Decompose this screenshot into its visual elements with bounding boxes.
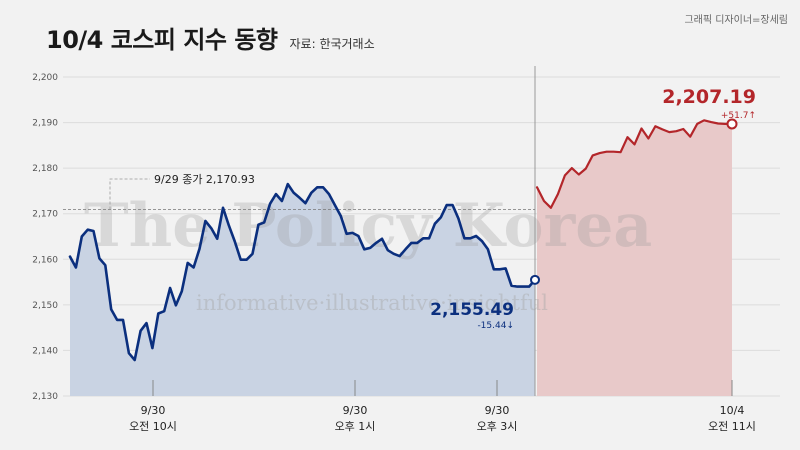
y-tick-label: 2,160 bbox=[32, 255, 58, 265]
title-area: 10/4 코스피 지수 동향 자료: 한국거래소 bbox=[46, 20, 375, 55]
oct4-end-value: 2,207.19 bbox=[662, 86, 756, 108]
x-tick-time: 오후 1시 bbox=[335, 420, 376, 433]
reference-label: 9/29 종가 2,170.93 bbox=[154, 173, 255, 186]
oct4-area-fill bbox=[537, 120, 732, 397]
reference-leader bbox=[109, 178, 150, 210]
y-tick-label: 2,180 bbox=[32, 164, 58, 174]
x-tick-date: 9/30 bbox=[485, 404, 510, 417]
oct4-series-line bbox=[535, 119, 734, 209]
y-tick-label: 2,150 bbox=[32, 301, 58, 311]
x-tick-date: 10/4 bbox=[720, 404, 745, 417]
x-axis-ticks: 9/30 오전 10시 9/30 오후 1시 9/30 오후 3시 10/4 오전 11시 bbox=[129, 380, 756, 433]
sep30-series-line bbox=[68, 182, 537, 362]
watermark-sub: informative·illustrative·insightful bbox=[196, 291, 548, 315]
y-tick-label: 2,130 bbox=[32, 392, 58, 402]
reference-close: 9/29 종가 2,170.93 bbox=[63, 173, 535, 210]
x-tick-date: 9/30 bbox=[141, 404, 166, 417]
y-tick-label: 2,190 bbox=[32, 119, 58, 129]
sep30-area-fill bbox=[70, 184, 535, 396]
chart-title: 10/4 코스피 지수 동향 bbox=[46, 26, 278, 54]
oct4-end-marker bbox=[726, 118, 738, 130]
oct4-change: +51.7↑ bbox=[721, 111, 756, 121]
x-tick-time: 오전 10시 bbox=[129, 420, 177, 433]
watermark-main: The Policy Korea bbox=[84, 191, 652, 261]
graphic-credit: 그래픽 디자이너=장세림 bbox=[684, 15, 788, 26]
data-source: 자료: 한국거래소 bbox=[289, 37, 375, 51]
sep30-end-value: 2,155.49 bbox=[430, 300, 514, 320]
y-axis-ticks: 2,130 2,140 2,150 2,160 2,170 2,180 2,190 2,200 bbox=[32, 73, 58, 402]
sep30-end-marker bbox=[530, 274, 540, 285]
y-tick-label: 2,200 bbox=[32, 73, 58, 83]
y-tick-label: 2,170 bbox=[32, 210, 58, 220]
x-tick-date: 9/30 bbox=[343, 404, 368, 417]
sep30-change: -15.44↓ bbox=[477, 321, 514, 331]
y-tick-label: 2,140 bbox=[32, 346, 58, 356]
x-tick-time: 오전 11시 bbox=[708, 420, 756, 433]
x-tick-time: 오후 3시 bbox=[477, 420, 518, 433]
